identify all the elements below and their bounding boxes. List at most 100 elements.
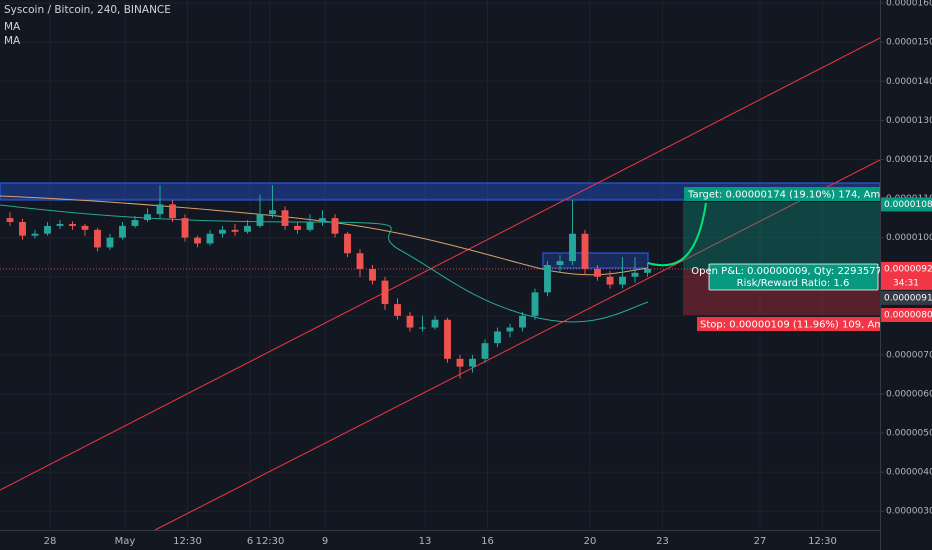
candle-body [56,223,64,226]
candle-body [344,233,351,254]
candle-body [131,220,139,226]
candle-body [419,327,426,329]
candle-body [81,225,89,230]
x-tick-label: 6 [247,536,253,547]
candle-body [544,265,551,293]
candle-body [256,214,264,226]
candle-body [644,268,651,273]
position-labels: Target: 0.00000174 (19.10%) 174, Amount:… [684,187,922,331]
projection-curve [647,202,707,267]
pnl-label: Open P&L: 0.00000009, Qty: 229357798 [691,266,894,277]
candle-body [594,268,601,277]
resistance-zone [0,182,880,201]
rr-label: Risk/Reward Ratio: 1.6 [737,278,850,289]
drawings [0,37,880,530]
candle-body [194,237,201,244]
candle-body [619,276,626,285]
candle-body [269,210,276,215]
candle-body [156,204,164,215]
candle-body [369,268,376,281]
candle-body [556,261,564,265]
stop-label: Stop: 0.00000109 (11.96%) 109, Amount: 7 [700,320,920,331]
candle-body [119,225,126,238]
x-tick-label: May [115,536,136,547]
candle-body [294,225,301,230]
channel-upper [0,37,880,491]
x-tick-label: 20 [584,536,597,547]
indicator-label: MA [4,21,21,33]
candle-body [106,237,114,248]
candle-body [356,253,364,269]
candle-body [606,276,614,285]
candle-body [231,229,239,232]
target-label: Target: 0.00000174 (19.10%) 174, Amount:… [687,190,922,201]
candle-body [456,358,464,367]
x-tick-label: 28 [44,536,57,547]
x-tick-label: 13 [419,536,432,547]
candle-body [494,331,501,344]
x-tick-label: 23 [656,536,669,547]
candle-body [6,218,14,223]
candle-body [319,218,326,223]
price-label: 0.00000802 [884,311,932,321]
candle-body [519,315,526,328]
candle-body [469,358,476,367]
candle-body [531,292,539,316]
channel-lower [154,159,880,530]
candle-body [631,272,639,277]
candles [6,185,651,379]
candle-body [181,218,189,238]
grid [0,0,880,530]
x-tick-label: 12:30 [808,536,837,547]
candle-body [144,214,151,221]
price-label-box [881,197,932,212]
candle-body [481,343,489,359]
stop-box [697,317,880,331]
range-box [542,252,649,269]
candle-body [431,319,439,328]
candle-body [306,222,314,230]
price-label: 0.00001085 [884,200,932,210]
candle-body [206,233,214,244]
time-axis [0,530,880,550]
price-label-box [881,290,932,305]
x-tick-label: 9 [322,536,328,547]
price-label-box [881,308,932,323]
pnl-box [708,263,879,291]
x-tick-label: 27 [754,536,767,547]
profit-zone [683,202,880,269]
candle-body [69,223,76,226]
target-box [684,187,880,201]
candle-body [169,204,176,219]
candle-body [394,304,401,316]
candle-body [406,315,414,328]
candle-body [19,222,26,236]
symbol-title: Syscoin / Bitcoin, 240, BINANCE [4,4,171,16]
candle-body [444,319,451,359]
candle-body [31,233,39,236]
candle-body [44,225,51,234]
candle-body [281,210,289,226]
candle-body [569,233,576,262]
candle-body [381,280,389,305]
price-label-box [881,261,932,290]
candle-body [581,233,589,269]
countdown: 34:31 [893,278,919,288]
y-tick-label: 0.00001600 [886,0,932,9]
x-tick-label: 16 [481,536,494,547]
candle-body [94,229,101,248]
candle-body [219,229,226,234]
candle-body [506,327,514,332]
candle-body [331,218,339,234]
